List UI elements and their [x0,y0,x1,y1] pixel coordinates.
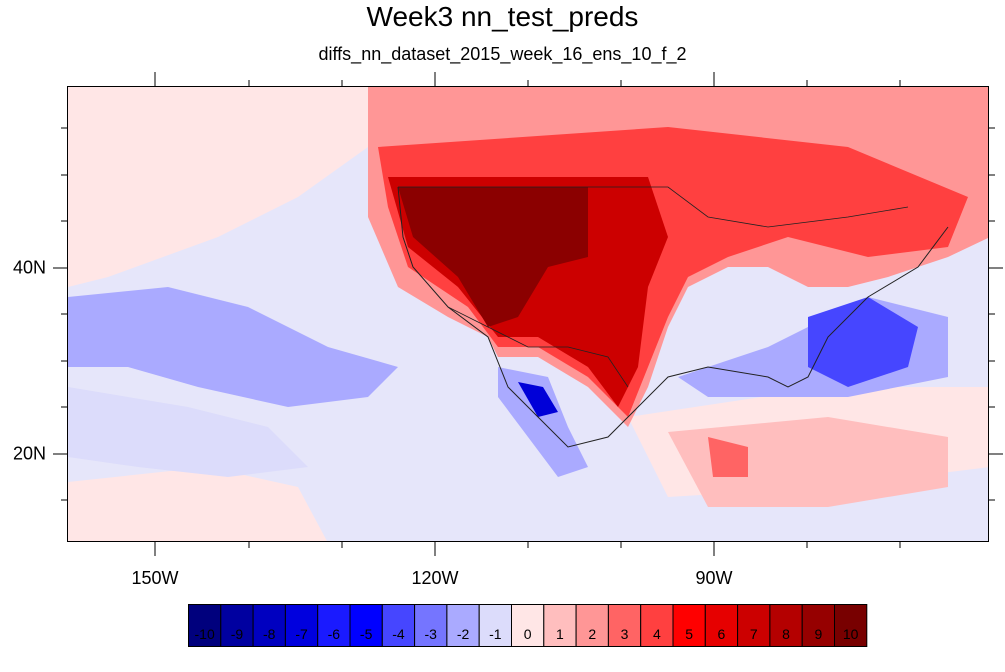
us-mexico-border [447,306,629,388]
colorbar-swatch [349,604,383,647]
colorbar-tick-label: -3 [424,626,437,642]
colorbar-swatch [640,604,674,647]
colorbar-swatch [704,604,739,647]
colorbar-tick-label: 9 [814,626,823,642]
colorbar-tick-label: 2 [588,626,597,642]
blue-core-mexico [518,382,558,417]
colorbar-swatch [220,604,254,647]
colorbar-tick-label: 1 [556,626,564,642]
colorbar-swatch [834,604,868,647]
blue-core-atlantic [808,297,918,387]
colorbar-swatch [317,604,351,647]
colorbar-swatch [607,604,642,647]
pink-band-northwest [68,87,368,287]
colorbar-swatch [414,604,448,647]
light-red-caribbean [668,417,948,507]
lat-label-20n: 20N [12,443,46,464]
lat-label-40n: 40N [12,257,46,278]
colorbar-tick-label: -2 [456,626,470,642]
map-plot-area [67,86,989,542]
lon-label-150w: 150W [131,568,179,588]
colorbar-swatch [801,604,836,647]
chart-subtitle: diffs_nn_dataset_2015_week_16_ens_10_f_2 [318,44,687,64]
blue-patch-pacific-south [68,387,308,477]
colorbar-tick-label: -4 [392,626,405,642]
colorbar-tick-label: -9 [230,626,244,642]
colorbar-tick-label: 10 [842,626,859,642]
warm-region-core [398,187,588,327]
colorbar-tick-label: -1 [489,626,502,642]
warm-spot-caribbean [708,437,748,477]
us-canada-border [398,186,909,228]
lon-label-120w: 120W [411,568,459,588]
colorbar-tick-label: -8 [263,626,276,642]
colorbar-tick-label: 4 [652,626,661,642]
colorbar-tick-label: -5 [359,626,373,642]
colorbar-swatch [511,604,545,647]
colorbar-swatch [575,604,609,647]
colorbar-tick-label: 3 [620,626,629,642]
colorbar-tick-label: 5 [685,626,694,642]
colorbar-tick-label: 0 [523,626,532,642]
map-contour-field [68,87,988,541]
colorbar-swatch [252,604,286,647]
colorbar-swatch [446,604,480,647]
colorbar-tick-label: -7 [295,626,308,642]
colorbar-swatch [284,604,319,647]
colorbar-tick-label: -10 [194,626,215,642]
colorbar-tick-label: 7 [749,626,758,642]
colorbar-tick-label: 6 [717,626,726,642]
colorbar-tick-label: 8 [782,626,790,642]
colorbar-swatch [381,604,416,647]
blue-patch-pacific [68,287,398,407]
pink-band-southwest [68,467,327,541]
colorbar [188,604,868,647]
colorbar-tick-label: -6 [327,626,341,642]
chart-title: Week3 nn_test_preds [366,1,639,32]
lon-label-90w: 90W [695,568,733,588]
